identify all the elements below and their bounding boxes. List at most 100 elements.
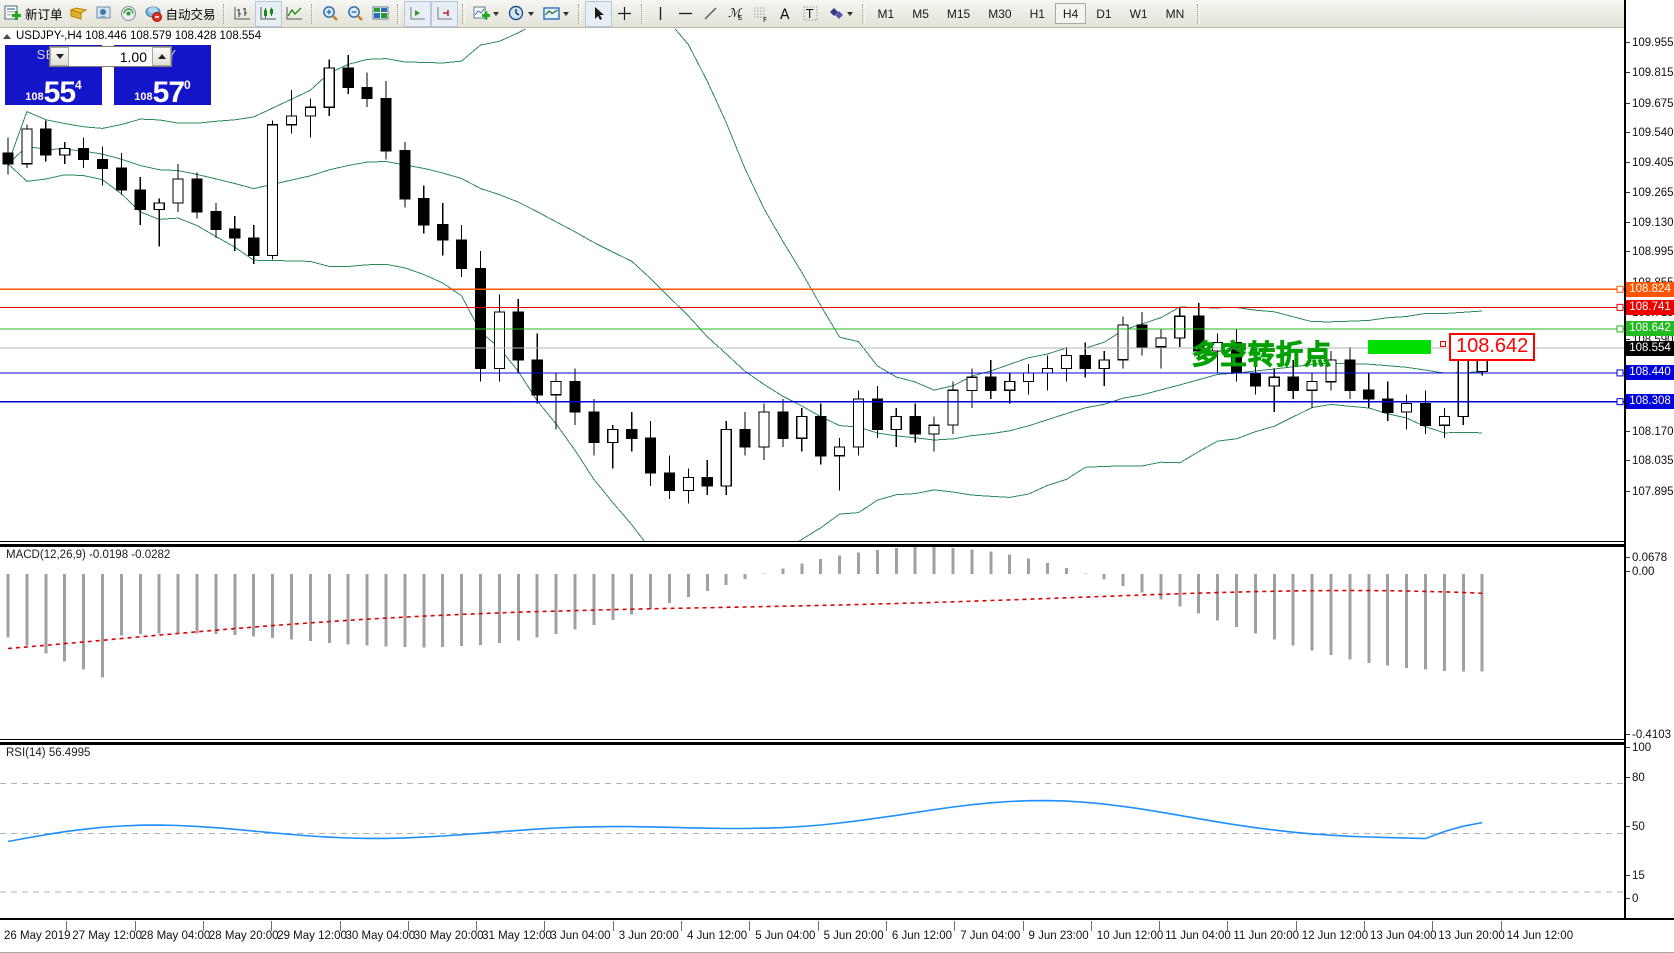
shift-end-icon — [435, 4, 454, 23]
current-price-box[interactable]: 108.554 — [1626, 340, 1674, 356]
profile-button[interactable] — [91, 1, 116, 27]
tile-windows-button[interactable] — [368, 1, 393, 27]
time-tick — [202, 921, 204, 931]
timeframe-h4[interactable]: H4 — [1054, 3, 1087, 24]
timeframe-m1[interactable]: M1 — [877, 7, 895, 21]
svg-text:F: F — [763, 16, 767, 23]
candlestick-icon — [259, 4, 278, 23]
volume-stepper[interactable]: 1.00 — [49, 46, 172, 67]
time-tick — [749, 921, 751, 931]
main-toolbar: 新订单 — [0, 0, 1674, 28]
price-level-box[interactable]: 108.824 — [1626, 281, 1674, 297]
candlestick-chart-button[interactable] — [254, 0, 282, 27]
indicators-button[interactable] — [469, 1, 504, 27]
time-label: 28 May 20:00 — [208, 930, 279, 942]
one-click-trading-panel: SELL 108554 BUY 108570 1.00 — [5, 45, 211, 109]
annotation-text[interactable]: 多空转折点 — [1192, 340, 1332, 372]
chevron-down-icon[interactable] — [562, 11, 569, 16]
toolbar-separator — [861, 3, 865, 24]
time-tick — [1090, 921, 1092, 931]
timeframe-d1[interactable]: D1 — [1096, 7, 1112, 21]
time-label: 29 May 12:00 — [277, 930, 347, 942]
cursor-icon — [589, 4, 608, 23]
price-scale-bottom — [1624, 918, 1674, 920]
cursor-button[interactable] — [584, 0, 612, 27]
elliott-wave-button[interactable]: ℳ E — [723, 1, 748, 27]
volume-decrement-button[interactable] — [50, 47, 69, 66]
timeframe-w1[interactable]: W1 — [1129, 7, 1148, 21]
folder-button[interactable] — [66, 1, 91, 27]
time-tick — [954, 921, 956, 931]
zoom-out-button[interactable] — [343, 1, 368, 27]
collapse-arrow-icon[interactable] — [3, 33, 11, 39]
vertical-line-button[interactable] — [648, 1, 673, 27]
shapes-button[interactable] — [823, 1, 858, 27]
price-chart-pane[interactable] — [0, 29, 1624, 541]
volume-increment-button[interactable] — [152, 47, 171, 66]
bar-chart-button[interactable] — [230, 1, 255, 27]
vertical-line-icon — [651, 4, 670, 23]
annotation-green-bar[interactable] — [1368, 340, 1431, 354]
shift-end-button[interactable] — [430, 0, 458, 27]
chevron-down-icon[interactable] — [527, 11, 534, 16]
text-button[interactable]: A — [773, 1, 798, 27]
macd-pane[interactable]: MACD(12,26,9) -0.0198 -0.0282 — [0, 545, 1624, 741]
period-clock-icon — [507, 4, 526, 23]
volume-value[interactable]: 1.00 — [119, 48, 147, 65]
signal-icon — [119, 4, 138, 23]
time-label: 5 Jun 04:00 — [755, 930, 816, 942]
tile-windows-icon — [371, 4, 390, 23]
line-chart-button[interactable] — [282, 1, 307, 27]
profile-icon — [94, 4, 113, 23]
time-scale[interactable]: 26 May 2019 27 May 12:00 28 May 04:00 28 Ma… — [0, 920, 1674, 953]
annotation-price-box[interactable]: 108.642 — [1449, 333, 1536, 361]
price-chart-svg — [0, 29, 1624, 541]
new-order-button[interactable]: 新订单 — [0, 1, 66, 27]
period-button[interactable] — [504, 1, 539, 27]
new-order-icon — [3, 4, 22, 23]
fibonacci-button[interactable]: F — [748, 1, 773, 27]
time-label: 5 Jun 20:00 — [823, 930, 884, 942]
time-label: 6 Jun 12:00 — [891, 930, 952, 942]
time-label: 10 Jun 12:00 — [1096, 930, 1164, 942]
bar-chart-icon — [233, 4, 252, 23]
time-label: 28 May 04:00 — [140, 930, 211, 942]
price-level-box[interactable]: 108.741 — [1626, 299, 1674, 315]
timeframe-group: M1 M5 M15 M30 H1 H4 D1 W1 MN — [869, 3, 1194, 24]
crosshair-button[interactable] — [612, 1, 637, 27]
timeframe-m5[interactable]: M5 — [912, 7, 929, 21]
zoom-out-icon — [346, 4, 365, 23]
time-label: 30 May 20:00 — [413, 930, 484, 942]
signal-button[interactable] — [116, 1, 141, 27]
toolbar-separator — [640, 3, 644, 24]
horizontal-line-button[interactable] — [673, 1, 698, 27]
chevron-down-icon[interactable] — [846, 11, 853, 16]
time-label: 26 May 2019 — [4, 930, 71, 942]
price-level-box[interactable]: 108.308 — [1626, 394, 1674, 410]
horizontal-line-icon — [676, 4, 695, 23]
price-tick: 109.540 — [1626, 126, 1674, 140]
price-tick: 109.130 — [1626, 216, 1674, 230]
svg-text:ℳ: ℳ — [728, 6, 743, 20]
annotation-anchor-handle[interactable] — [1440, 341, 1446, 347]
timeframe-h1[interactable]: H1 — [1029, 7, 1045, 21]
chevron-down-icon[interactable] — [492, 11, 499, 16]
macd-tick: -0.4103 — [1626, 728, 1674, 742]
time-label: 4 Jun 12:00 — [687, 930, 748, 942]
timeframe-mn[interactable]: MN — [1165, 7, 1185, 21]
time-label: 13 Jun 04:00 — [1370, 930, 1437, 942]
trendline-button[interactable] — [698, 1, 723, 27]
timeframe-m15[interactable]: M15 — [946, 7, 971, 21]
timeframe-m30[interactable]: M30 — [988, 7, 1012, 21]
price-level-box[interactable]: 108.642 — [1626, 321, 1674, 337]
shift-start-button[interactable] — [403, 0, 431, 27]
price-level-box[interactable]: 108.440 — [1626, 365, 1674, 381]
price-tick: 108.995 — [1626, 245, 1674, 259]
price-scale[interactable]: 109.955 109.815 109.675 109.540 109.405 109.2… — [1624, 0, 1674, 920]
rsi-pane[interactable]: RSI(14) 56.4995 — [0, 743, 1624, 920]
autotrading-button[interactable]: 自动交易 — [141, 1, 219, 27]
text-label-button[interactable]: T — [798, 1, 823, 27]
macd-tick: 0.0678 — [1626, 551, 1674, 565]
templates-button[interactable] — [539, 1, 574, 27]
zoom-in-button[interactable] — [318, 1, 343, 27]
